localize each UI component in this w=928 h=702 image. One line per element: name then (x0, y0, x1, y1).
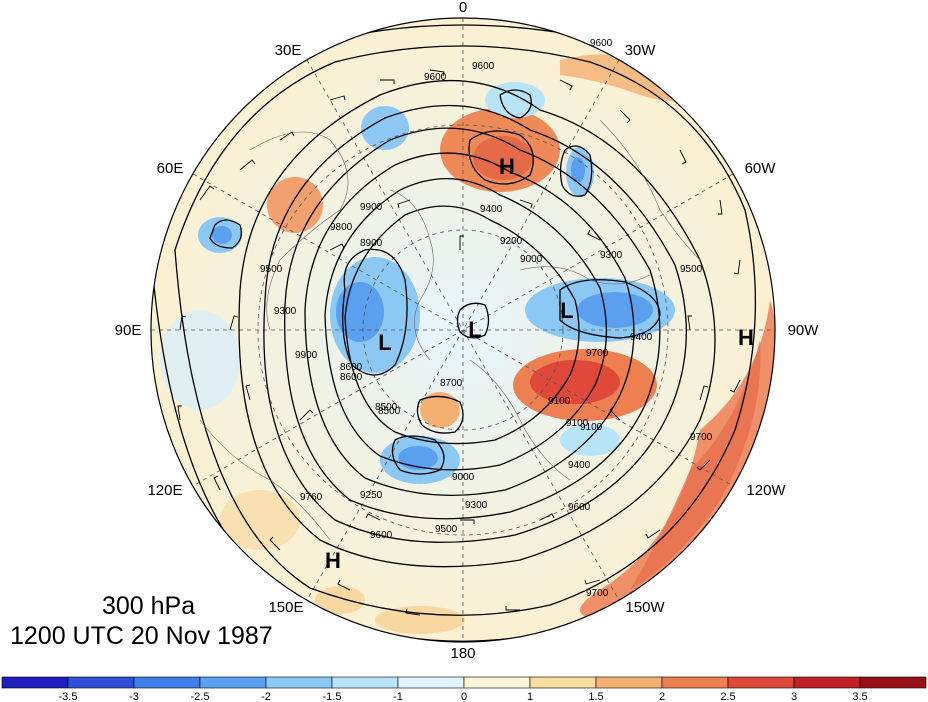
contour-label: 8500 (375, 402, 398, 413)
contour-label: 9700 (690, 432, 713, 443)
map-time-label: 1200 UTC 20 Nov 1987 (10, 622, 273, 650)
colorbar-swatch (331, 676, 399, 689)
contour-labels: 9600 9600 9500 9400 9300 9200 9100 9000 … (260, 38, 713, 599)
lon-label-30e: 30E (275, 42, 302, 59)
colorbar: -3.5 -3 -2.5 -2 -1.5 -1 0 1 1.5 2 2.5 3 3.5 (1, 676, 927, 702)
contour-label: 9100 (548, 396, 571, 407)
colorbar-swatch (727, 676, 795, 689)
contour-label: 8700 (440, 378, 463, 389)
colorbar-swatch (529, 676, 597, 689)
colorbar-tick-label: -2 (261, 691, 271, 702)
colorbar-swatch (793, 676, 861, 689)
colorbar-tick-label: 1.5 (588, 691, 603, 702)
map-level-label: 300 hPa (102, 592, 196, 620)
contour-label: 9700 (586, 348, 609, 359)
contour-label: 9400 (480, 204, 503, 215)
contour-label: 8600 (340, 362, 363, 373)
colorbar-swatch (463, 676, 531, 689)
contour-label: 9100 (566, 418, 589, 429)
contour-label: 8900 (360, 238, 383, 249)
lon-label-90e: 90E (115, 322, 142, 339)
lon-label-90w: 90W (788, 322, 820, 339)
colorbar-swatch (397, 676, 465, 689)
low-center-marker: L (560, 298, 573, 323)
lon-label-60e: 60E (157, 160, 184, 177)
contour-label: 9500 (435, 524, 458, 535)
colorbar-tick-label: 2 (659, 691, 665, 702)
colorbar-swatch (265, 676, 333, 689)
colorbar-swatch (661, 676, 729, 689)
contour-label: 9200 (500, 236, 523, 247)
high-center-marker: H (738, 325, 754, 350)
contour-label: 9700 (586, 588, 609, 599)
lon-label-150e: 150E (268, 599, 303, 616)
contour-label: 9100 (580, 422, 603, 433)
high-center-marker: H (325, 548, 341, 573)
pressure-centers: H H H L L L (325, 154, 754, 573)
low-center-marker: L (378, 330, 391, 355)
colorbar-swatch (1, 676, 69, 689)
contour-label: 9000 (452, 472, 475, 483)
contour-label: 9500 (680, 264, 703, 275)
contour-label: 9400 (630, 332, 653, 343)
colorbar-swatch (67, 676, 135, 689)
colorbar-swatch (859, 676, 927, 689)
colorbar-tick-label: -1.5 (323, 691, 342, 702)
lon-label-120w: 120W (746, 482, 786, 499)
colorbar-tick-label: 1 (527, 691, 533, 702)
colorbar-tick-label: -3 (129, 691, 139, 702)
colorbar-swatch (133, 676, 201, 689)
coastlines (199, 119, 701, 541)
contour-label: 9800 (330, 222, 353, 233)
colorbar-tick-label: 3.5 (852, 691, 867, 702)
contour-label: 9250 (360, 490, 383, 501)
contour-label: 9500 (260, 264, 283, 275)
contour-label: 9400 (568, 460, 591, 471)
contour-label: 9900 (360, 202, 383, 213)
longitude-labels: 0 30W 60W 90W 120W 150W 180 150E 120E 90… (115, 0, 820, 662)
contour-label: 9600 (424, 72, 447, 83)
colorbar-tick-label: 3 (791, 691, 797, 702)
high-center-marker: H (499, 154, 515, 179)
wind-barbs (177, 69, 741, 616)
map-boundary (150, 17, 776, 643)
contour-label: 9000 (520, 254, 543, 265)
contour-label: 9300 (465, 500, 488, 511)
graticule (151, 18, 775, 642)
colorbar-tick-label: -3.5 (59, 691, 78, 702)
contour-label: 8500 (378, 406, 401, 417)
contour-label: 9600 (370, 530, 393, 541)
lon-label-0: 0 (459, 0, 467, 16)
contour-label: 9760 (300, 492, 323, 503)
colorbar-tick-label: -2.5 (191, 691, 210, 702)
lon-label-150w: 150W (625, 599, 665, 616)
lon-label-60w: 60W (745, 160, 777, 177)
contour-label: 8600 (340, 372, 363, 383)
colorbar-tick-label: 2.5 (720, 691, 735, 702)
lon-label-30w: 30W (625, 42, 657, 59)
colorbar-tick-label: -1 (393, 691, 403, 702)
lon-label-180: 180 (450, 645, 475, 662)
lon-label-120e: 120E (147, 482, 182, 499)
contour-label: 9600 (568, 502, 591, 513)
contour-label: 9300 (274, 306, 297, 317)
colorbar-swatch (199, 676, 267, 689)
contour-label: 9300 (600, 250, 623, 261)
low-center-marker: L (468, 317, 481, 342)
colorbar-swatch (595, 676, 663, 689)
contour-label: 9600 (590, 38, 613, 49)
contour-label: 9600 (472, 61, 495, 72)
colorbar-tick-label: 0 (461, 691, 467, 702)
contour-label: 9900 (295, 350, 318, 361)
